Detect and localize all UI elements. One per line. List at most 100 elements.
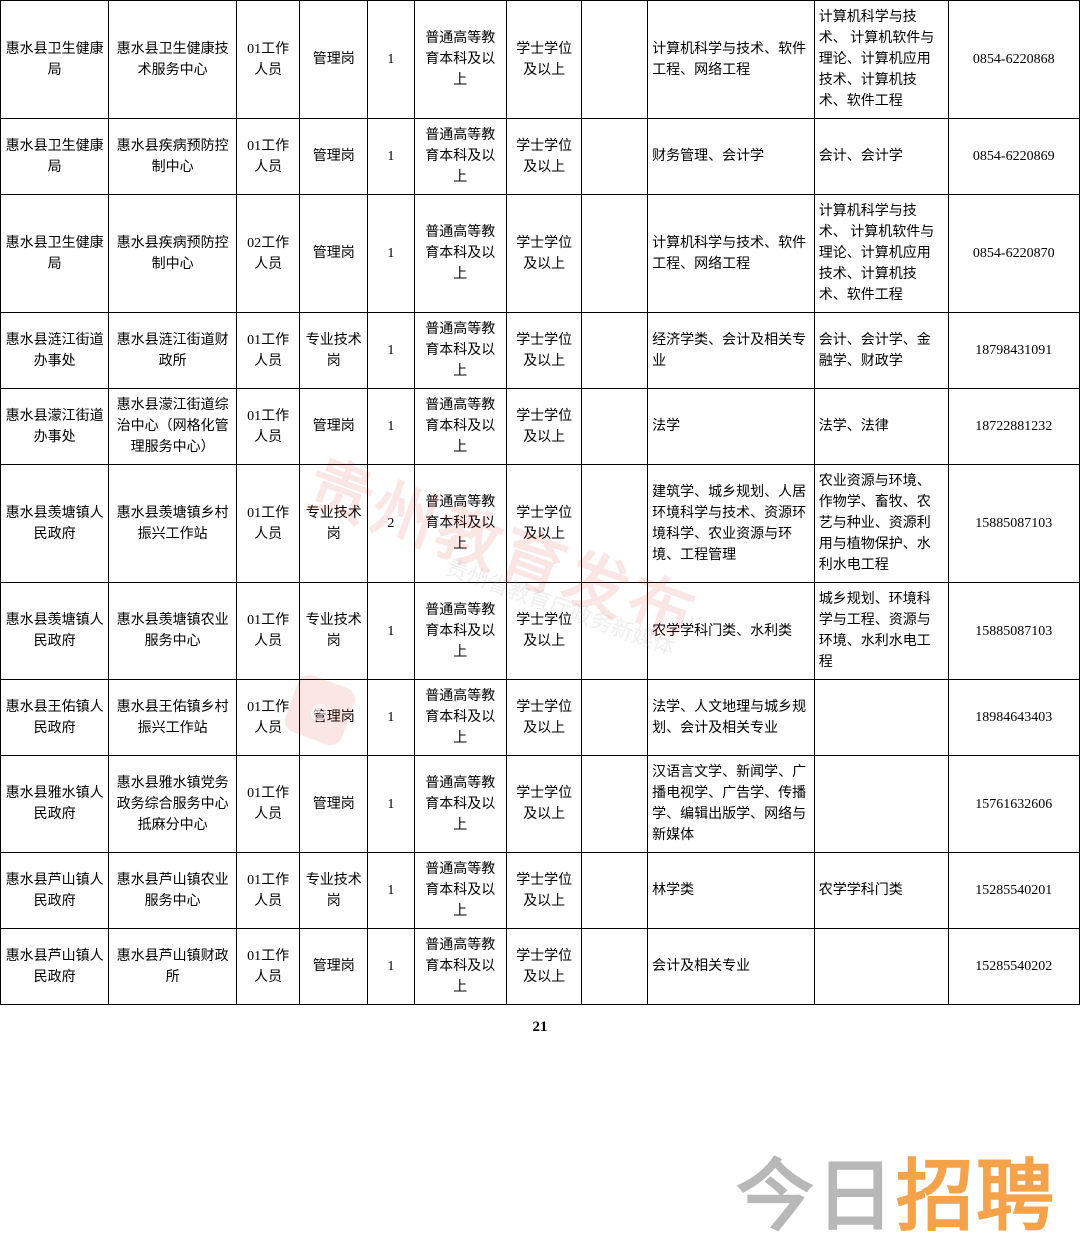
table-cell: 惠水县濛江街道综治中心（网格化管理服务中心） [109,389,237,465]
table-cell [582,756,648,853]
table-cell: 学士学位及以上 [506,465,581,583]
table-cell: 18722881232 [948,389,1079,465]
table-cell: 15885087103 [948,465,1079,583]
table-cell: 学士学位及以上 [506,680,581,756]
table-cell: 会计及相关专业 [648,929,815,1005]
table-cell: 学士学位及以上 [506,119,581,195]
table-cell [582,313,648,389]
table-cell: 普通高等教育本科及以上 [414,195,506,313]
table-cell: 惠水县涟江街道财政所 [109,313,237,389]
table-cell: 1 [368,583,414,680]
table-cell: 惠水县雅水镇人民政府 [1,756,109,853]
table-cell: 1 [368,929,414,1005]
table-cell: 惠水县濛江街道办事处 [1,389,109,465]
table-cell: 18984643403 [948,680,1079,756]
table-cell: 18798431091 [948,313,1079,389]
table-cell: 学士学位及以上 [506,583,581,680]
table-cell: 城乡规划、环境科学与工程、资源与环境、水利水电工程 [814,583,948,680]
footer-orange-text: 招聘 [896,1152,1056,1240]
table-cell: 惠水县卫生健康局 [1,1,109,119]
table-cell: 0854-6220868 [948,1,1079,119]
table-cell: 惠水县芦山镇人民政府 [1,853,109,929]
table-row: 惠水县雅水镇人民政府惠水县雅水镇党务政务综合服务中心抵麻分中心01工作人员管理岗… [1,756,1080,853]
table-cell: 林学类 [648,853,815,929]
table-cell: 普通高等教育本科及以上 [414,389,506,465]
table-cell: 惠水县羡塘镇人民政府 [1,465,109,583]
table-cell: 惠水县王佑镇乡村振兴工作站 [109,680,237,756]
table-cell: 惠水县疾病预防控制中心 [109,195,237,313]
table-cell: 学士学位及以上 [506,929,581,1005]
table-cell: 普通高等教育本科及以上 [414,465,506,583]
table-cell [582,119,648,195]
table-cell [582,853,648,929]
table-cell: 01工作人员 [236,583,299,680]
table-cell: 农学学科门类、水利类 [648,583,815,680]
recruitment-table: 惠水县卫生健康局惠水县卫生健康技术服务中心01工作人员管理岗1普通高等教育本科及… [0,0,1080,1005]
table-cell: 15285540201 [948,853,1079,929]
table-cell [814,680,948,756]
table-cell: 管理岗 [300,119,368,195]
table-cell: 1 [368,756,414,853]
table-cell: 惠水县卫生健康局 [1,195,109,313]
table-cell: 01工作人员 [236,465,299,583]
table-cell: 学士学位及以上 [506,756,581,853]
table-row: 惠水县羡塘镇人民政府惠水县羡塘镇农业服务中心01工作人员专业技术岗1普通高等教育… [1,583,1080,680]
table-cell: 01工作人员 [236,853,299,929]
table-cell: 管理岗 [300,195,368,313]
table-cell: 1 [368,680,414,756]
table-cell: 0854-6220869 [948,119,1079,195]
table-cell: 普通高等教育本科及以上 [414,313,506,389]
table-cell: 2 [368,465,414,583]
table-cell [582,583,648,680]
table-cell: 01工作人员 [236,119,299,195]
footer-watermark: 今日招聘 [736,1134,1056,1246]
table-cell: 学士学位及以上 [506,1,581,119]
table-cell: 0854-6220870 [948,195,1079,313]
table-cell: 惠水县芦山镇农业服务中心 [109,853,237,929]
table-cell: 学士学位及以上 [506,313,581,389]
table-cell: 财务管理、会计学 [648,119,815,195]
table-cell: 法学、人文地理与城乡规划、会计及相关专业 [648,680,815,756]
table-cell: 管理岗 [300,680,368,756]
table-row: 惠水县卫生健康局惠水县疾病预防控制中心01工作人员管理岗1普通高等教育本科及以上… [1,119,1080,195]
table-cell: 普通高等教育本科及以上 [414,1,506,119]
table-cell: 15885087103 [948,583,1079,680]
table-cell: 惠水县芦山镇财政所 [109,929,237,1005]
table-cell [582,680,648,756]
table-cell: 普通高等教育本科及以上 [414,119,506,195]
table-cell: 管理岗 [300,929,368,1005]
table-cell: 01工作人员 [236,929,299,1005]
table-cell: 1 [368,389,414,465]
table-row: 惠水县王佑镇人民政府惠水县王佑镇乡村振兴工作站01工作人员管理岗1普通高等教育本… [1,680,1080,756]
table-cell: 管理岗 [300,756,368,853]
table-cell: 普通高等教育本科及以上 [414,680,506,756]
table-cell: 法学、法律 [814,389,948,465]
table-row: 惠水县羡塘镇人民政府惠水县羡塘镇乡村振兴工作站01工作人员专业技术岗2普通高等教… [1,465,1080,583]
table-cell [814,756,948,853]
table-row: 惠水县濛江街道办事处惠水县濛江街道综治中心（网格化管理服务中心）01工作人员管理… [1,389,1080,465]
table-cell: 惠水县卫生健康局 [1,119,109,195]
table-cell: 专业技术岗 [300,583,368,680]
table-cell: 普通高等教育本科及以上 [414,583,506,680]
table-row: 惠水县芦山镇人民政府惠水县芦山镇财政所01工作人员管理岗1普通高等教育本科及以上… [1,929,1080,1005]
table-cell: 15285540202 [948,929,1079,1005]
table-cell: 惠水县芦山镇人民政府 [1,929,109,1005]
table-cell [582,389,648,465]
table-cell: 1 [368,853,414,929]
table-cell: 惠水县王佑镇人民政府 [1,680,109,756]
table-cell: 法学 [648,389,815,465]
table-cell: 01工作人员 [236,313,299,389]
table-cell: 15761632606 [948,756,1079,853]
table-cell: 1 [368,195,414,313]
table-cell: 学士学位及以上 [506,389,581,465]
table-cell: 计算机科学与技术、 计算机软件与理论、计算机应用技术、计算机技术、软件工程 [814,1,948,119]
table-cell: 建筑学、城乡规划、人居环境科学与技术、资源环境科学、农业资源与环境、工程管理 [648,465,815,583]
table-cell: 专业技术岗 [300,853,368,929]
table-cell: 普通高等教育本科及以上 [414,853,506,929]
table-cell: 惠水县羡塘镇人民政府 [1,583,109,680]
page-number: 21 [0,1019,1080,1036]
table-cell: 惠水县卫生健康技术服务中心 [109,1,237,119]
table-cell: 管理岗 [300,389,368,465]
table-cell: 汉语言文学、新闻学、广播电视学、广告学、传播学、编辑出版学、网络与新媒体 [648,756,815,853]
table-row: 惠水县卫生健康局惠水县卫生健康技术服务中心01工作人员管理岗1普通高等教育本科及… [1,1,1080,119]
